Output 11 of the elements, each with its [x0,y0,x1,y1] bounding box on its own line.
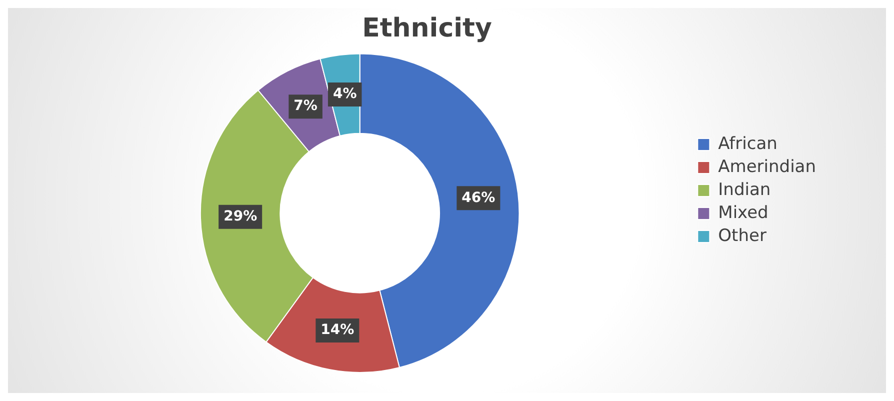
data-label: 29% [224,208,258,224]
legend-label: Indian [718,180,771,200]
data-label: 46% [462,190,496,206]
legend-label: Other [718,226,766,246]
data-label: 14% [320,322,354,338]
data-label: 4% [332,86,357,102]
legend-label: African [718,134,778,154]
legend-label: Mixed [718,202,768,223]
legend-label: Amerindian [718,156,816,177]
data-label: 7% [294,98,318,114]
chart-title: Ethnicity [362,13,492,44]
